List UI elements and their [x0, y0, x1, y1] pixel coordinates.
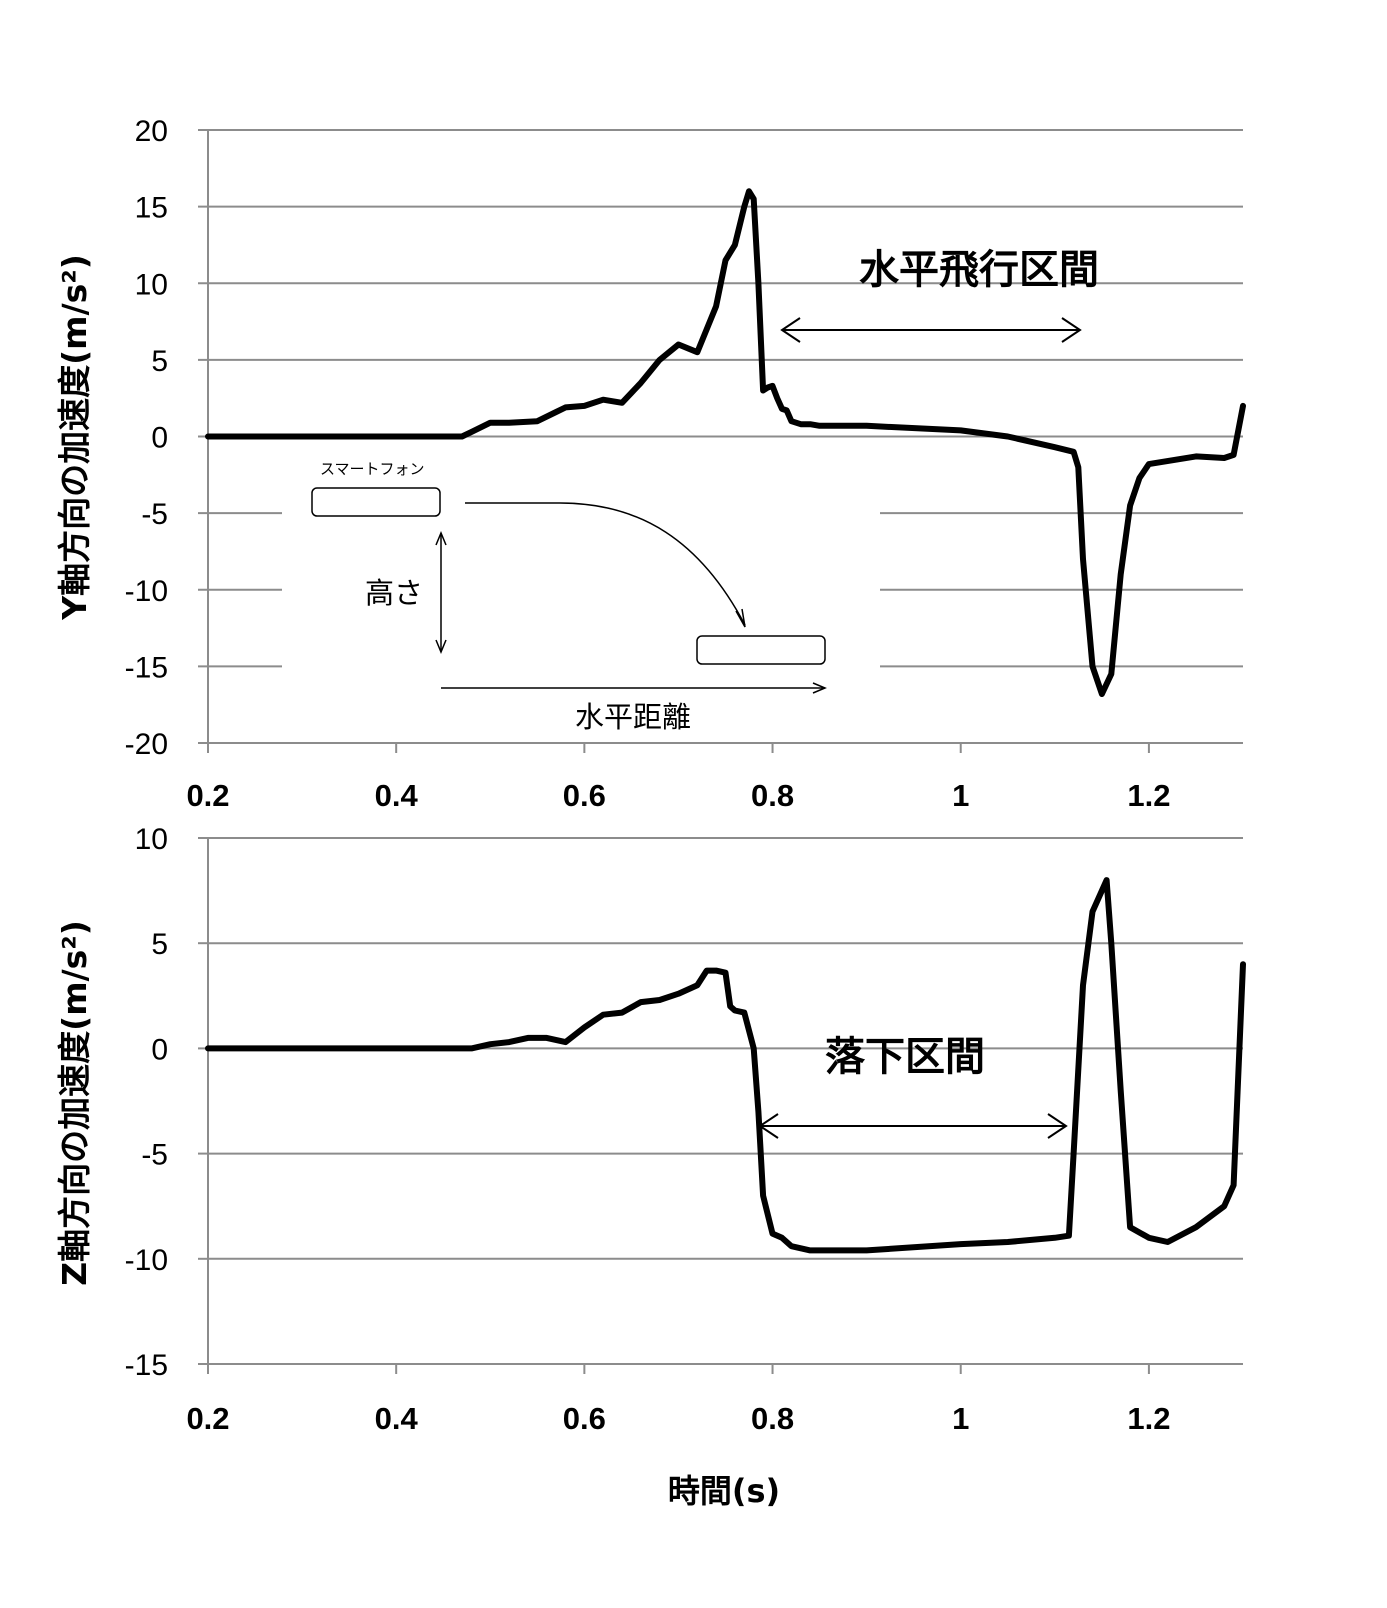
bottom-x-tick-labels: 0.2 0.4 0.6 0.8 1 1.2 [186, 1401, 1170, 1436]
y-tick-label: 5 [151, 345, 168, 378]
x-tick-label: 0.6 [563, 1401, 606, 1436]
x-tick-label: 0.8 [751, 778, 794, 813]
smartphone-end-box [696, 635, 826, 665]
drop-diagram: スマートフォン 高さ 水平距離 [311, 460, 827, 734]
bottom-gridlines [208, 837, 1243, 1365]
flight-interval-arrow [780, 317, 1082, 343]
y-tick-label: -5 [141, 498, 168, 531]
trajectory-arrowhead [735, 608, 746, 628]
y-axis-acceleration-chart: 20 15 10 5 0 -5 -10 -15 -20 0.2 0.4 0.6 0.8 1 1.2 Y軸方… [55, 115, 1246, 813]
flight-interval-label: 水平飛行区間 [859, 247, 1099, 293]
bottom-y-tick-labels: 10 5 0 -5 -10 -15 [125, 823, 168, 1382]
x-tick-label: 0.4 [375, 778, 419, 813]
y-acceleration-series-line [205, 188, 1246, 697]
y-tick-label: 15 [135, 192, 168, 225]
inset-mask-line [282, 663, 880, 665]
x-tick-label: 0.2 [186, 778, 229, 813]
smartphone-start-box [311, 487, 441, 517]
x-tick-label: 1.2 [1127, 778, 1170, 813]
top-y-axis-label: Y軸方向の加速度(m/s²) [55, 254, 94, 621]
y-tick-label: -10 [125, 1244, 168, 1277]
top-x-tick-labels: 0.2 0.4 0.6 0.8 1 1.2 [186, 778, 1170, 813]
horizontal-distance-label: 水平距離 [575, 700, 691, 734]
bottom-axes [198, 837, 1150, 1374]
y-tick-label: 20 [135, 115, 168, 148]
height-label: 高さ [365, 576, 423, 610]
x-tick-label: 0.4 [375, 1401, 419, 1436]
y-tick-label: -5 [141, 1139, 168, 1172]
y-tick-label: 5 [151, 928, 168, 961]
y-tick-label: -15 [125, 651, 168, 684]
y-tick-label: 10 [135, 823, 168, 856]
y-tick-label: 0 [151, 1033, 168, 1066]
fall-interval-label: 落下区間 [825, 1034, 985, 1080]
x-tick-label: 0.6 [563, 778, 606, 813]
x-tick-label: 1 [952, 778, 969, 813]
y-tick-label: 10 [135, 268, 168, 301]
x-tick-label: 1 [952, 1401, 969, 1436]
trajectory-curve [465, 502, 746, 626]
z-acceleration-series-line [205, 877, 1246, 1254]
x-tick-label: 0.8 [751, 1401, 794, 1436]
top-y-tick-labels: 20 15 10 5 0 -5 -10 -15 -20 [125, 115, 168, 761]
x-axis-label: 時間(s) [668, 1472, 780, 1510]
x-tick-label: 1.2 [1127, 1401, 1170, 1436]
y-tick-label: -10 [125, 575, 168, 608]
y-tick-label: -20 [125, 728, 168, 761]
smartphone-label: スマートフォン [320, 460, 425, 478]
fall-interval-arrow [758, 1113, 1068, 1139]
x-tick-label: 0.2 [186, 1401, 229, 1436]
z-axis-acceleration-chart: 10 5 0 -5 -10 -15 0.2 0.4 0.6 0.8 1 1.2 Z軸方向の加速度(m… [55, 823, 1246, 1510]
y-tick-label: 0 [151, 422, 168, 455]
y-tick-label: -15 [125, 1349, 168, 1382]
bottom-y-axis-label: Z軸方向の加速度(m/s²) [55, 920, 94, 1286]
